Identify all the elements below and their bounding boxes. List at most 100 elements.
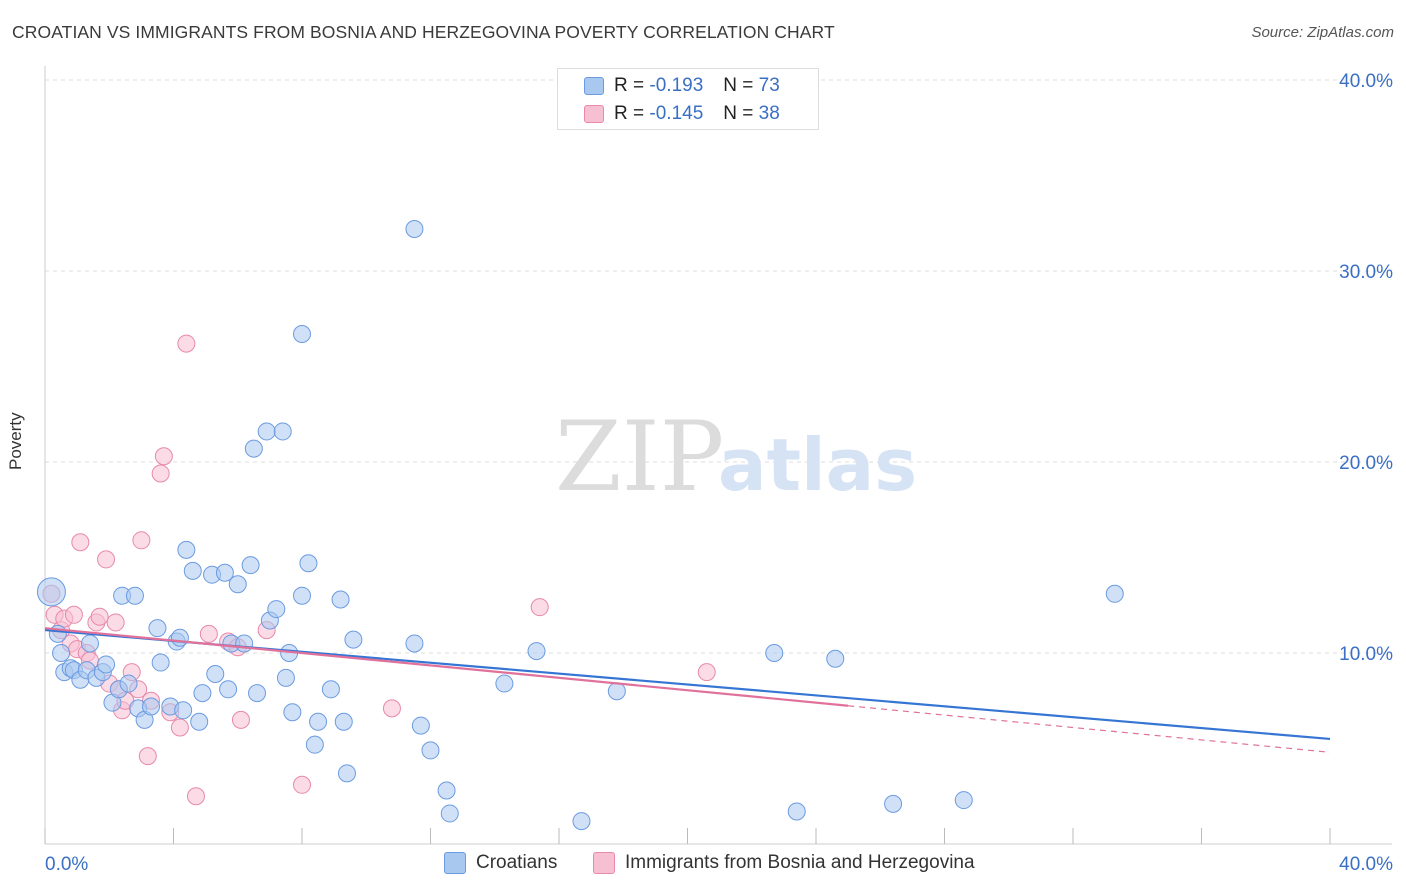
data-point-croatians: [125, 586, 144, 605]
data-point-croatians: [80, 634, 99, 653]
data-point-croatians: [527, 642, 546, 661]
data-point-bosnia: [151, 464, 170, 483]
data-point-croatians: [337, 764, 356, 783]
y-tick-label: 30.0%: [1339, 262, 1393, 283]
data-point-croatians: [344, 630, 363, 649]
grid-lines: [45, 79, 1392, 654]
data-point-croatians: [954, 791, 973, 810]
data-point-bosnia: [293, 775, 311, 794]
r-value: -0.145: [649, 103, 704, 124]
r-label: R =: [614, 75, 645, 96]
data-point-croatians: [405, 219, 424, 238]
data-point-bosnia: [138, 747, 157, 766]
x-tick-label: 0.0%: [45, 854, 88, 875]
data-point-bosnia: [106, 613, 125, 632]
data-point-croatians: [119, 674, 138, 693]
data-point-croatians: [331, 590, 350, 609]
data-point-croatians: [309, 712, 328, 731]
legend-label-bosnia: Immigrants from Bosnia and Herzegovina: [625, 852, 975, 873]
data-point-croatians: [826, 649, 845, 668]
data-point-croatians: [244, 439, 263, 458]
watermark-zip: ZIP: [555, 401, 724, 513]
legend-item-bosnia[interactable]: Immigrants from Bosnia and Herzegovina: [593, 852, 975, 874]
data-point-bosnia: [697, 663, 716, 682]
data-point-croatians: [52, 644, 71, 662]
data-point-bosnia: [71, 533, 90, 552]
data-point-bosnia: [97, 550, 116, 569]
data-point-croatians: [607, 682, 626, 701]
n-value: 73: [758, 75, 780, 96]
data-point-croatians: [235, 634, 254, 653]
trend-line-bosnia: [44, 627, 849, 707]
legend-row-bosnia: R = -0.145 N = 38: [584, 102, 780, 126]
data-point-bosnia: [382, 699, 401, 718]
y-tick-label: 20.0%: [1339, 453, 1393, 474]
data-point-croatians: [241, 556, 260, 575]
data-point-croatians: [765, 644, 784, 662]
croatians-swatch: [444, 852, 466, 874]
data-point-croatians: [148, 619, 167, 638]
data-point-croatians: [299, 554, 318, 573]
y-tick-label: 40.0%: [1339, 71, 1393, 92]
data-point-croatians: [411, 716, 430, 735]
data-point-croatians: [215, 563, 234, 582]
source-label: Source: ZipAtlas.com: [1251, 24, 1394, 41]
data-point-bosnia: [64, 605, 83, 624]
legend-row-croatians: R = -0.193 N = 73: [584, 74, 780, 98]
data-point-croatians: [177, 540, 196, 559]
x-tick-label: 40.0%: [1339, 854, 1393, 875]
data-point-croatians: [437, 781, 456, 800]
chart-title: CROATIAN VS IMMIGRANTS FROM BOSNIA AND H…: [12, 22, 835, 42]
croatians-swatch: [584, 77, 604, 95]
n-value: 38: [758, 103, 780, 124]
tick-labels: 10.0% 20.0% 30.0% 40.0% 0.0% 40.0%: [45, 71, 1393, 875]
data-point-croatians: [321, 680, 340, 699]
data-point-croatians: [193, 684, 212, 703]
data-point-bosnia: [231, 710, 250, 729]
data-point-bosnia: [90, 607, 109, 626]
series-legend: Croatians Immigrants from Bosnia and Her…: [0, 852, 1406, 878]
data-point-croatians: [283, 703, 302, 722]
axes: [44, 66, 1392, 845]
data-point-croatians: [36, 577, 66, 607]
data-point-croatians: [293, 586, 311, 605]
data-point-croatians: [787, 802, 806, 821]
data-point-croatians: [228, 575, 247, 594]
data-point-croatians: [170, 628, 189, 647]
data-point-croatians: [334, 712, 353, 731]
data-point-croatians: [97, 655, 116, 674]
n-label: N =: [723, 75, 754, 96]
data-point-croatians: [273, 422, 292, 441]
legend-label-croatians: Croatians: [476, 852, 558, 873]
data-point-croatians: [248, 684, 267, 703]
series-croatians-points: [36, 219, 1124, 831]
data-point-croatians: [257, 422, 276, 441]
r-label: R =: [614, 103, 645, 124]
trend-lines: [44, 627, 1331, 753]
data-point-bosnia: [530, 598, 549, 617]
data-point-croatians: [276, 668, 295, 687]
data-point-croatians: [884, 794, 903, 813]
data-point-croatians: [440, 804, 459, 823]
data-point-bosnia: [154, 447, 173, 466]
bosnia-swatch: [593, 852, 615, 874]
data-point-croatians: [267, 600, 286, 619]
y-tick-label: 10.0%: [1339, 644, 1393, 665]
data-point-bosnia: [177, 334, 196, 353]
data-point-croatians: [151, 653, 170, 672]
data-point-croatians: [219, 680, 238, 699]
data-point-croatians: [190, 712, 209, 731]
trend-line-bosnia-extension: [848, 705, 1331, 753]
legend-item-croatians[interactable]: Croatians: [444, 852, 557, 874]
data-point-croatians: [206, 665, 225, 684]
data-point-bosnia: [170, 718, 189, 737]
data-point-croatians: [572, 812, 591, 831]
data-point-bosnia: [132, 531, 151, 550]
data-point-croatians: [305, 735, 324, 754]
data-point-croatians: [495, 674, 514, 693]
data-point-croatians: [174, 701, 193, 720]
data-point-croatians: [183, 561, 202, 580]
data-point-bosnia: [186, 787, 205, 806]
data-point-bosnia: [199, 624, 218, 643]
